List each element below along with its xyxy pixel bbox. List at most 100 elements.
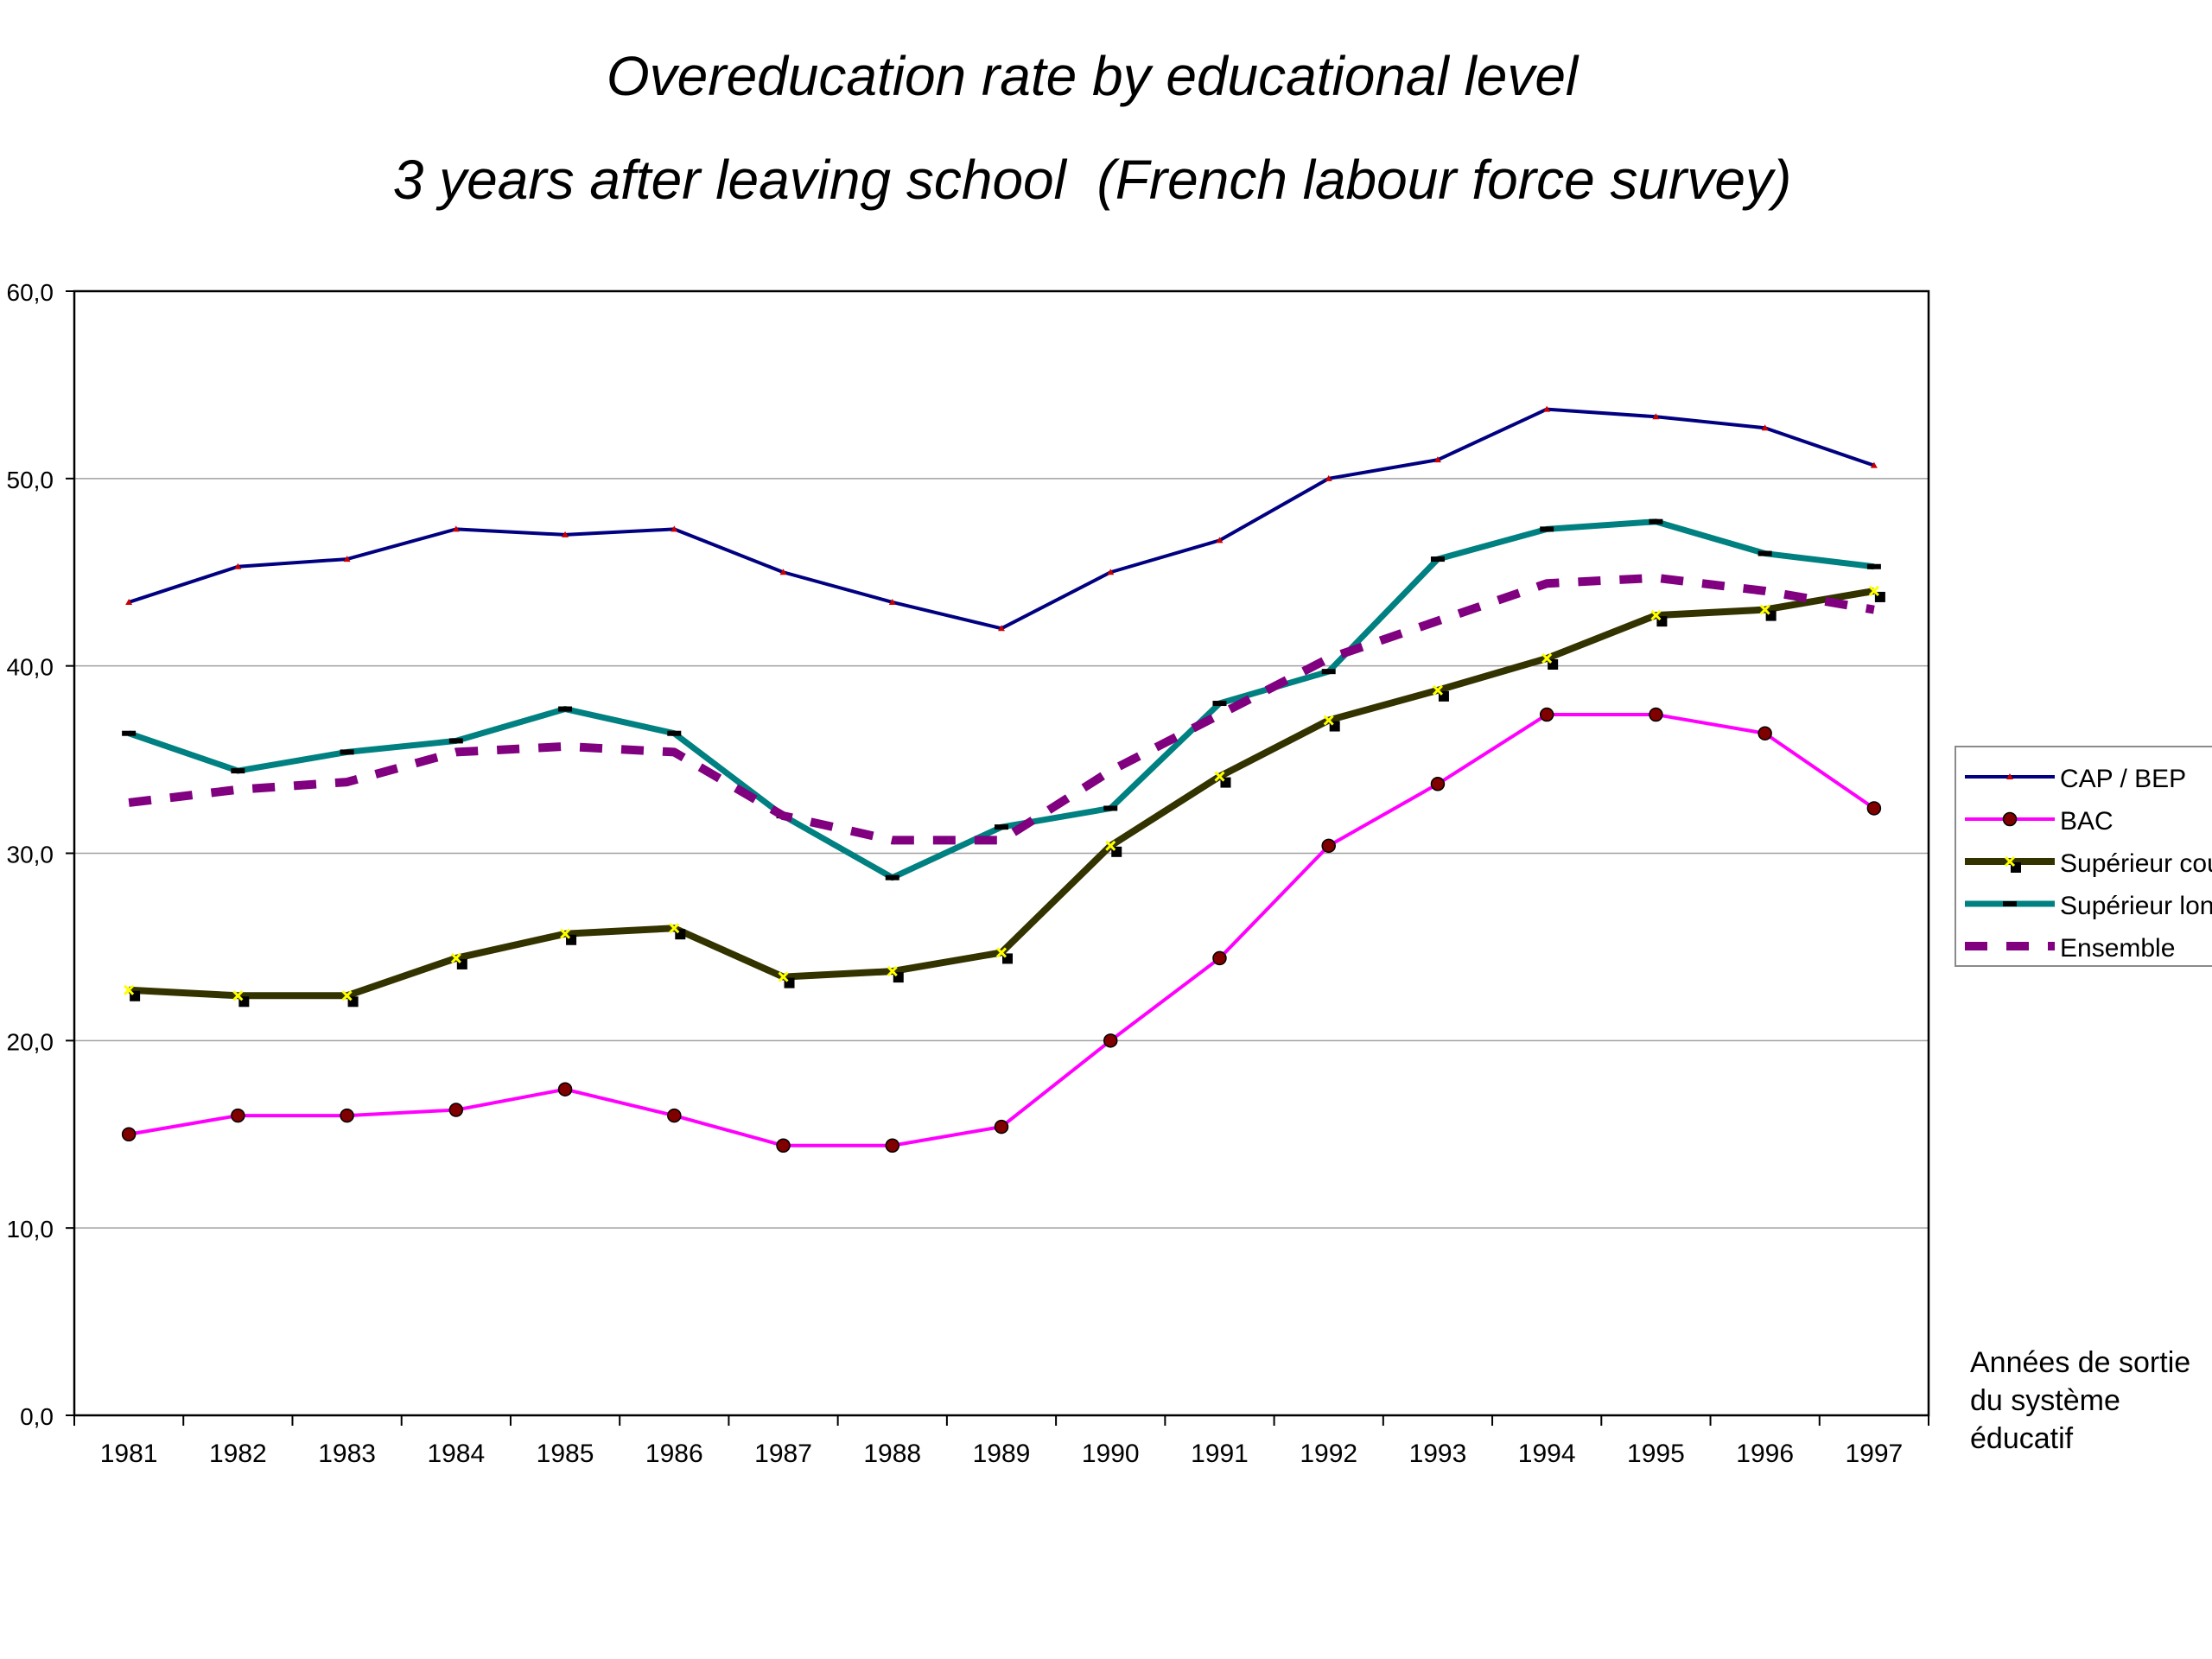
- data-point: [1761, 424, 1769, 431]
- data-point: [1866, 801, 1882, 816]
- x-tick-label: 1982: [209, 1440, 267, 1468]
- data-point: [671, 525, 678, 532]
- x-axis-label-line-1: Années de sortie: [1970, 1346, 2191, 1379]
- data-point: [776, 1138, 791, 1154]
- legend-label: CAP / BEP: [2060, 765, 2187, 793]
- y-tick-label: 50,0: [7, 467, 54, 493]
- legend-label: Supérieur long: [2060, 892, 2212, 920]
- legend: CAP / BEP BAC Supérieur court Supérieur lon…: [1955, 746, 2212, 967]
- y-tick-label: 40,0: [7, 654, 54, 681]
- chart-subtitle: 3 years after leaving school (French lab…: [392, 149, 1792, 211]
- data-point: [1649, 707, 1663, 722]
- data-point: [1212, 701, 1227, 707]
- data-point: [1866, 563, 1881, 569]
- data-point: [995, 947, 1007, 958]
- x-axis-label-line-3: éducatif: [1970, 1422, 2074, 1455]
- data-point: [1103, 805, 1118, 811]
- x-tick-label: 1984: [427, 1440, 485, 1468]
- x-tick-label: 1995: [1627, 1440, 1685, 1468]
- data-point: [1868, 585, 1879, 596]
- data-point: [448, 1103, 464, 1117]
- data-point: [1321, 838, 1336, 854]
- legend-swatch: [1965, 773, 2055, 779]
- x-tick-label: 1983: [318, 1440, 376, 1468]
- series-line: [128, 587, 1875, 1000]
- data-point: [1430, 556, 1445, 563]
- data-point: [667, 730, 682, 736]
- data-point: [231, 1108, 245, 1123]
- data-point: [232, 990, 244, 1001]
- data-point: [1216, 537, 1224, 543]
- data-point: [452, 525, 460, 532]
- data-point: [885, 1138, 900, 1154]
- data-point: [1430, 777, 1446, 791]
- chart-title-line-1: Overeducation rate by educational level: [606, 45, 1579, 107]
- data-point: [340, 749, 354, 755]
- data-point: [1543, 405, 1551, 412]
- data-point: [885, 874, 899, 880]
- data-point: [1539, 707, 1554, 722]
- legend-item: Supérieur court: [1956, 844, 2212, 886]
- data-point: [234, 563, 242, 569]
- legend-swatch: [1965, 811, 2055, 827]
- data-point: [1540, 526, 1554, 532]
- data-point: [1541, 652, 1553, 664]
- data-point: [122, 730, 137, 736]
- chart-title: Overeducation rate by educational level …: [0, 24, 2184, 232]
- x-tick-label: 1987: [754, 1440, 812, 1468]
- data-point: [558, 706, 573, 712]
- data-point: [779, 569, 787, 575]
- x-tick-label: 1985: [537, 1440, 594, 1468]
- legend-marker: [2002, 811, 2018, 827]
- data-point: [998, 625, 1005, 632]
- data-point: [125, 598, 133, 605]
- legend-swatch: [1965, 855, 2055, 873]
- data-point: [1105, 840, 1116, 851]
- data-point: [1321, 669, 1336, 675]
- data-point: [1758, 550, 1772, 556]
- x-tick-label: 1990: [1082, 1440, 1140, 1468]
- x-tick-label: 1997: [1846, 1440, 1904, 1468]
- data-point: [1325, 474, 1332, 481]
- x-tick-label: 1981: [100, 1440, 158, 1468]
- data-point: [778, 971, 789, 982]
- data-point: [1103, 1033, 1118, 1048]
- y-tick-label: 30,0: [7, 842, 54, 868]
- data-point: [1107, 569, 1115, 575]
- x-axis-label-line-2: du système: [1970, 1384, 2120, 1417]
- data-point: [1652, 413, 1660, 420]
- data-point: [124, 984, 135, 995]
- y-tick-label: 60,0: [7, 279, 54, 306]
- data-point: [1759, 604, 1770, 615]
- data-point: [1649, 518, 1663, 524]
- data-point: [340, 1108, 354, 1123]
- data-point: [1432, 684, 1444, 696]
- series-line: [128, 573, 1875, 845]
- data-point: [1650, 610, 1662, 621]
- series-line: [128, 407, 1875, 631]
- data-point: [667, 1108, 682, 1123]
- data-point: [669, 923, 680, 934]
- legend-label: BAC: [2060, 807, 2113, 836]
- legend-item: Ensemble: [1956, 929, 2212, 965]
- legend-item: Supérieur long: [1956, 887, 2212, 928]
- x-tick-label: 1989: [973, 1440, 1031, 1468]
- x-tick-label: 1996: [1736, 1440, 1794, 1468]
- data-point: [341, 990, 353, 1001]
- legend-label: Ensemble: [2060, 934, 2176, 963]
- legend-label: Supérieur court: [2060, 849, 2212, 878]
- x-axis-label: Années de sortie du système éducatif: [1970, 1344, 2190, 1458]
- data-point: [1214, 771, 1225, 782]
- data-point: [1323, 715, 1334, 726]
- y-tick-label: 20,0: [7, 1028, 54, 1055]
- x-tick-label: 1991: [1191, 1440, 1249, 1468]
- plot-area-border: [73, 289, 1930, 1417]
- y-tick-label: 10,0: [7, 1216, 54, 1243]
- x-tick-label: 1988: [863, 1440, 921, 1468]
- data-point: [888, 598, 896, 605]
- data-point: [1765, 610, 1777, 621]
- data-point: [994, 1119, 1009, 1135]
- x-tick-label: 1992: [1300, 1440, 1357, 1468]
- legend-swatch: [1965, 900, 2055, 907]
- data-point: [1870, 461, 1878, 468]
